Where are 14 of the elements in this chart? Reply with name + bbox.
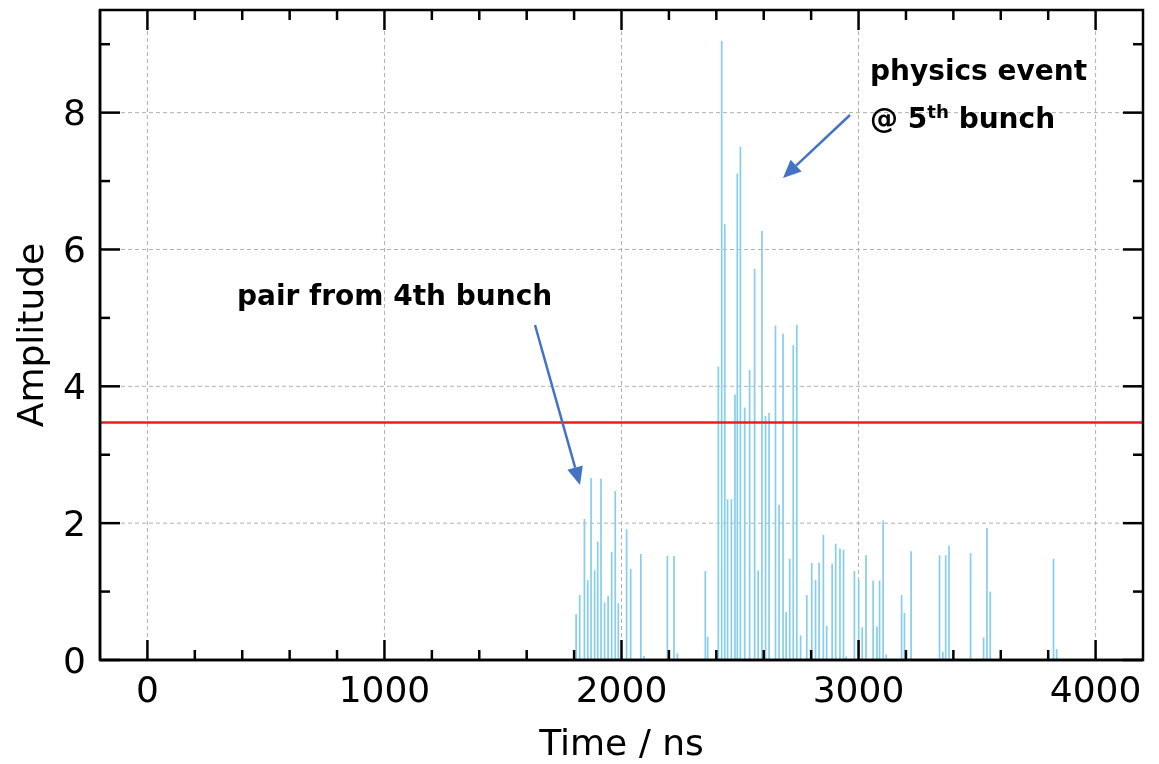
y-axis-title: Amplitude xyxy=(9,242,51,428)
y-tick-label: 6 xyxy=(63,229,86,271)
annotation: pair from 4th bunch xyxy=(237,279,553,312)
y-tick-label: 0 xyxy=(63,639,86,681)
x-axis-title: Time / ns xyxy=(538,722,704,763)
x-tick-label: 0 xyxy=(135,668,159,710)
y-tick-label: 8 xyxy=(63,92,86,134)
y-tick-label: 4 xyxy=(63,366,86,408)
x-tick-label: 3000 xyxy=(812,668,905,710)
annotation: physics event @ 5$^{th}$ bunch xyxy=(870,54,1088,135)
x-tick-label: 4000 xyxy=(1049,668,1142,710)
x-tick-label: 1000 xyxy=(338,668,431,710)
x-tick-label: 2000 xyxy=(575,668,668,710)
y-tick-label: 2 xyxy=(63,502,86,544)
